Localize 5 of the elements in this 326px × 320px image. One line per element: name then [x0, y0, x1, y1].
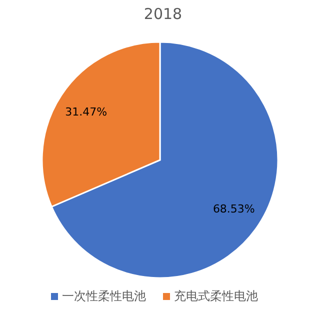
legend-label: 充电式柔性电池 [174, 289, 258, 303]
legend-label: 一次性柔性电池 [62, 289, 146, 303]
chart-title: 2018 [144, 5, 182, 23]
data-label: 31.47% [65, 105, 108, 118]
data-label: 68.53% [212, 202, 255, 216]
